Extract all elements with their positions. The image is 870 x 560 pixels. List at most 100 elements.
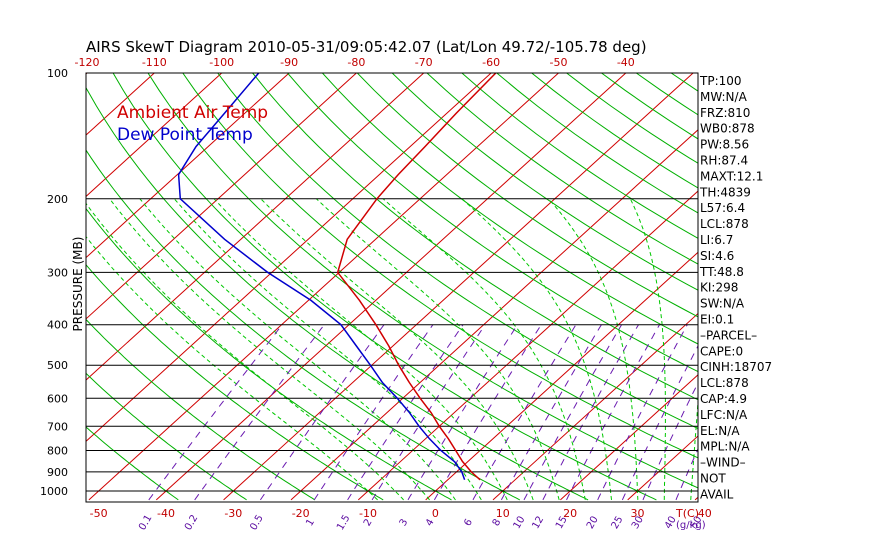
mixing-ratio-tick: 20 [585, 514, 601, 531]
chart-title: AIRS SkewT Diagram 2010-05-31/09:05:42.0… [86, 38, 647, 56]
dry-adiabat [322, 73, 698, 345]
dry-adiabat [356, 73, 698, 318]
isotherm [88, 73, 559, 501]
dry-adiabat [112, 73, 657, 501]
temperature-tick-bottom: -40 [157, 507, 175, 520]
isotherm [155, 73, 627, 501]
mixing-ratio-line [566, 324, 660, 501]
dry-adiabat [426, 73, 698, 265]
dry-adiabat [391, 73, 698, 291]
mixing-ratio-line [621, 344, 698, 501]
isotherm [425, 251, 698, 501]
moist-adiabat [86, 235, 378, 501]
isotherm [86, 73, 290, 259]
dry-adiabat [741, 73, 870, 500]
isotherm [762, 73, 870, 500]
dry-adiabat [217, 73, 698, 430]
dry-adiabat [86, 86, 589, 501]
mixing-ratio-tick: 0.1 [137, 513, 154, 532]
dry-adiabat [461, 73, 698, 239]
index-label: MW:N/A [700, 90, 748, 104]
index-label: SW:N/A [700, 297, 745, 311]
index-label: LCL:878 [700, 376, 749, 390]
mixing-ratio-line [433, 324, 542, 501]
index-label: TT:48.8 [699, 265, 744, 279]
moist-adiabat [260, 198, 534, 501]
temperature-tick-bottom: -30 [224, 507, 242, 520]
temperature-tick-bottom: -20 [292, 507, 310, 520]
pressure-axis-label: PRESSURE (MB) [71, 237, 85, 332]
mixing-ratio-line [500, 324, 602, 501]
mixing-ratio-unit-label: (g/kg) [676, 520, 706, 531]
dry-adiabat [86, 207, 452, 501]
axis-labels: 0.1 0.2 0.5 1 1.5 2 3 4 6 8 10 12 15 20 25 30 40 50100200… [40, 56, 712, 532]
dry-adiabat [846, 73, 870, 500]
dry-adiabat [776, 73, 870, 500]
index-label: LCL:878 [700, 217, 749, 231]
index-label: TP:100 [699, 74, 742, 88]
index-label: CINH:18707 [700, 360, 772, 374]
mixing-ratio-tick: 0.5 [248, 513, 265, 532]
index-label: MPL:N/A [700, 440, 750, 454]
mixing-ratio-line [371, 324, 486, 501]
index-label: FRZ:810 [700, 106, 750, 120]
index-label: WB0:878 [700, 122, 755, 136]
moist-adiabat [316, 198, 560, 501]
isotherm [830, 73, 870, 500]
dry-adiabat [86, 426, 179, 501]
pressure-tick-label: 100 [47, 67, 68, 80]
temperature-tick-bottom: 0 [432, 507, 439, 520]
index-label: –WIND– [700, 456, 746, 470]
mixing-ratio-line [542, 324, 639, 501]
temperature-tick-bottom: 40 [698, 507, 712, 520]
mixing-ratio-tick: 12 [530, 514, 546, 531]
temperature-tick-top: -40 [617, 56, 635, 69]
isotherm [492, 312, 698, 501]
pressure-tick-label: 200 [47, 193, 68, 206]
index-label: NOT [700, 472, 726, 486]
temperature-tick-top: -120 [75, 56, 100, 69]
isotherm [86, 73, 357, 320]
moist-adiabat [109, 198, 430, 501]
dry-adiabat [86, 263, 384, 501]
moist-adiabat [461, 198, 612, 500]
temperature-tick-top: -90 [280, 56, 298, 69]
pressure-tick-label: 1000 [40, 485, 68, 498]
dry-adiabat [86, 149, 521, 501]
mixing-ratio-line [194, 324, 325, 501]
index-label: LFC:N/A [700, 408, 748, 422]
mixing-ratio-tick: 1 [304, 517, 317, 528]
mixing-ratio-tick: 25 [610, 514, 626, 531]
mixing-ratio-line [597, 324, 688, 501]
mixing-ratio-line [259, 324, 385, 501]
temperature-unit-label: T(C) [675, 507, 699, 520]
temperature-tick-bottom: 20 [563, 507, 577, 520]
mixing-ratio-tick: 10 [512, 514, 528, 531]
index-label: AVAIL [700, 487, 734, 501]
index-label: SI:4.6 [700, 249, 734, 263]
mixing-ratio-line [148, 324, 283, 501]
pressure-tick-label: 400 [47, 319, 68, 332]
isotherm [290, 129, 698, 501]
moist-adiabat [382, 198, 586, 501]
temperature-tick-top: -60 [482, 56, 500, 69]
pressure-tick-label: 300 [47, 266, 68, 279]
mixing-ratio-line [523, 324, 623, 501]
index-label: RH:87.4 [700, 154, 748, 168]
temperature-tick-top: -80 [347, 56, 365, 69]
isotherm [0, 73, 20, 500]
pressure-tick-label: 500 [47, 359, 68, 372]
index-label: CAPE:0 [700, 344, 743, 358]
index-label: TH:4839 [699, 185, 751, 199]
dry-adiabat [147, 73, 698, 489]
index-label: MAXT:12.1 [700, 169, 763, 183]
index-label: L57:6.4 [700, 201, 745, 215]
temperature-tick-top: -50 [550, 56, 568, 69]
temperature-tick-bottom: -50 [90, 507, 108, 520]
legend-ambient-air-temp: Ambient Air Temp [117, 103, 268, 123]
temperature-tick-bottom: 30 [631, 507, 645, 520]
legend-dew-point-temp: Dew Point Temp [117, 125, 253, 145]
moist-adiabat [86, 202, 404, 501]
dry-adiabat [86, 318, 316, 501]
